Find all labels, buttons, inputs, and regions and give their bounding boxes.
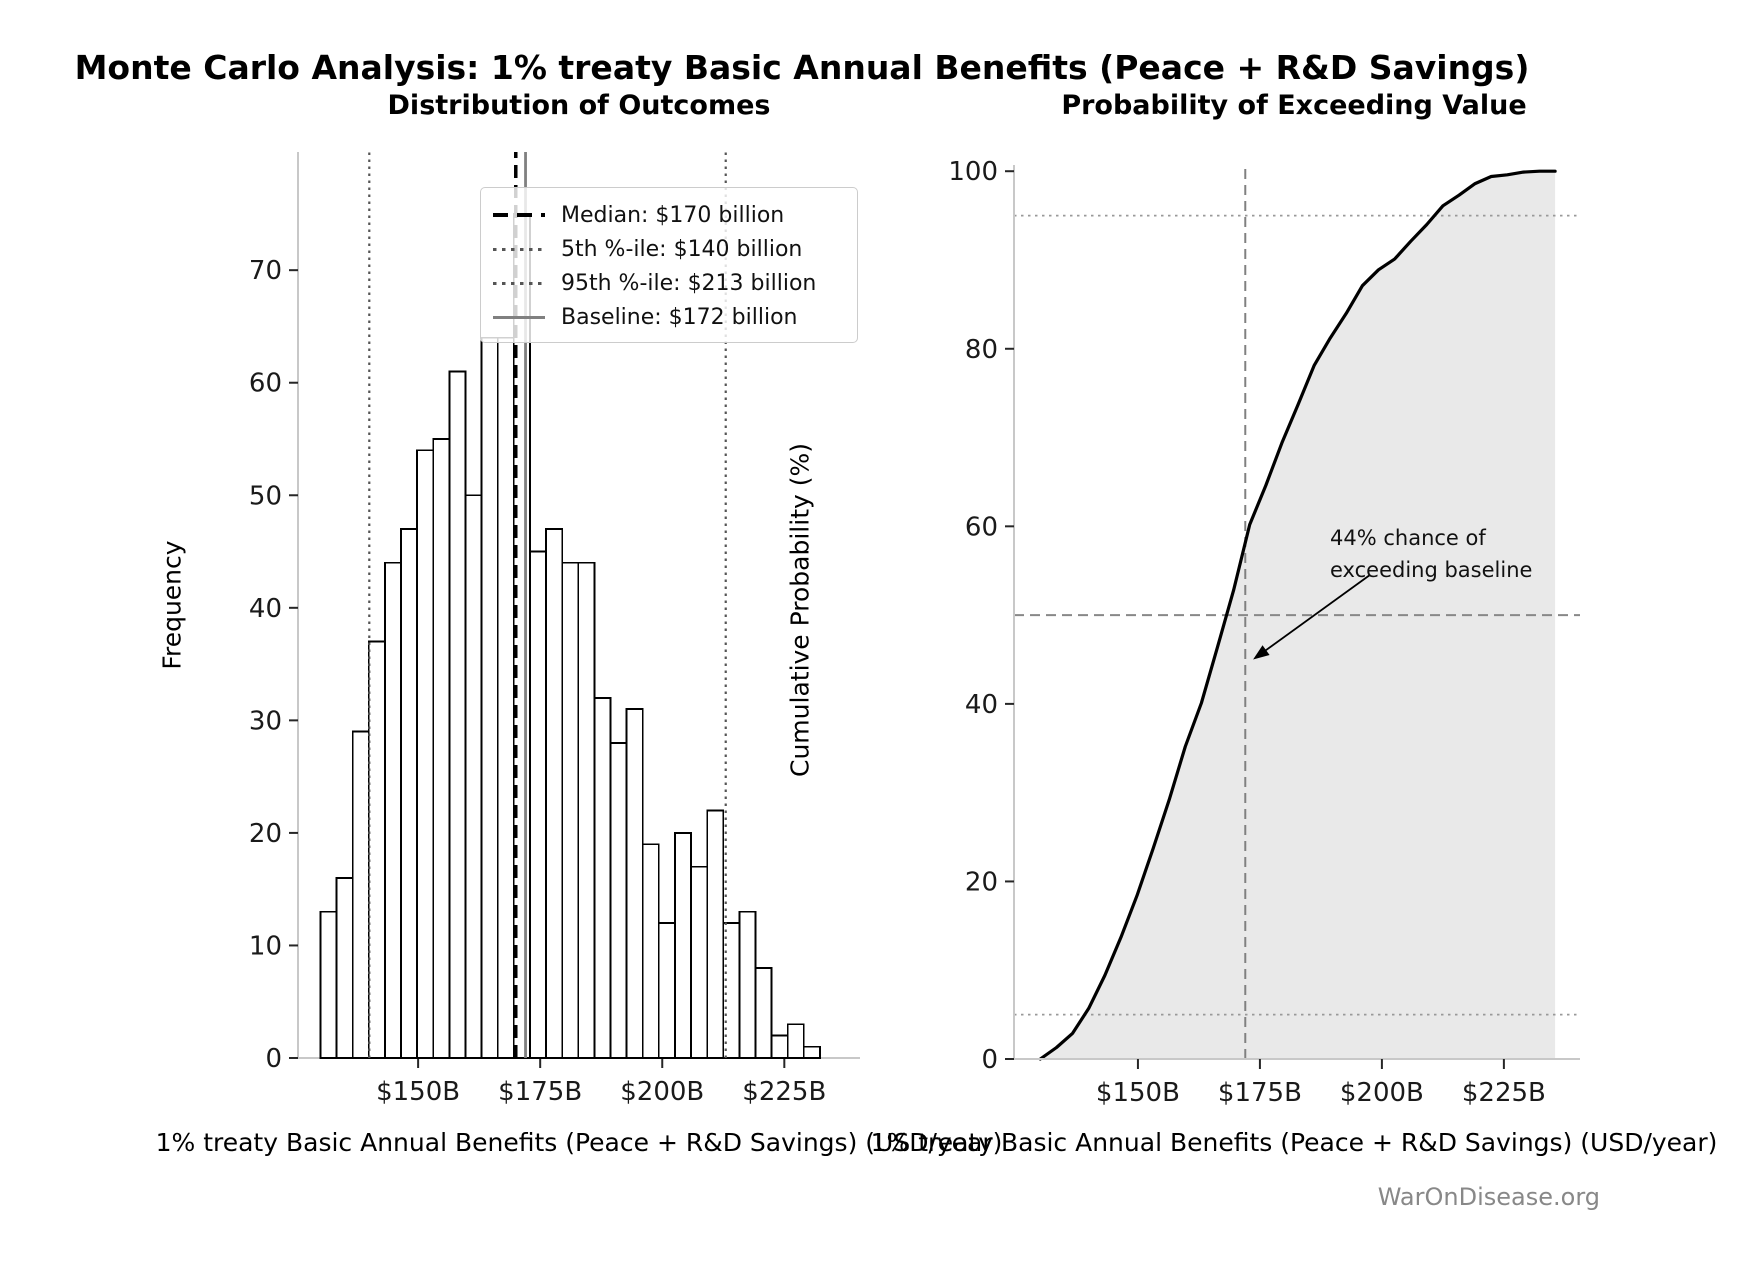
annotation-line-1: 44% chance of xyxy=(1330,526,1486,550)
svg-text:$150B: $150B xyxy=(376,1077,460,1107)
svg-text:$225B: $225B xyxy=(742,1077,826,1107)
svg-text:40: 40 xyxy=(249,594,282,624)
histogram-title: Distribution of Outcomes xyxy=(387,90,771,121)
svg-text:0: 0 xyxy=(265,1044,282,1074)
svg-text:50: 50 xyxy=(249,481,282,511)
cdf-annotation: 44% chance of exceeding baseline xyxy=(1330,522,1532,586)
svg-text:60: 60 xyxy=(249,369,282,399)
legend-item-label: 95th %-ile: $213 billion xyxy=(561,270,817,296)
cdf-ylabel: Cumulative Probability (%) xyxy=(785,443,815,777)
legend-item-5th-percentile: 5th %-ile: $140 billion xyxy=(493,232,845,266)
svg-text:$175B: $175B xyxy=(1218,1078,1302,1108)
legend-item-label: Baseline: $172 billion xyxy=(561,304,798,330)
median-dashed-line-sample xyxy=(493,213,545,217)
cdf-title: Probability of Exceeding Value xyxy=(1061,90,1527,121)
svg-text:30: 30 xyxy=(249,706,282,736)
svg-text:0: 0 xyxy=(981,1045,998,1075)
svg-text:100: 100 xyxy=(948,157,998,187)
figure-title: Monte Carlo Analysis: 1% treaty Basic An… xyxy=(74,48,1530,87)
legend-item-median: Median: $170 billion xyxy=(493,198,845,232)
percentile95-dotted-line-sample xyxy=(493,281,545,285)
svg-text:10: 10 xyxy=(249,931,282,961)
svg-text:80: 80 xyxy=(965,335,998,365)
svg-text:70: 70 xyxy=(249,256,282,286)
svg-text:20: 20 xyxy=(249,819,282,849)
baseline-solid-line-sample xyxy=(493,315,545,319)
legend-item-baseline: Baseline: $172 billion xyxy=(493,300,845,334)
annotation-line-2: exceeding baseline xyxy=(1330,558,1533,582)
legend-item-label: Median: $170 billion xyxy=(561,202,785,228)
watermark: WarOnDisease.org xyxy=(1377,1183,1600,1211)
svg-text:20: 20 xyxy=(965,867,998,897)
svg-text:$225B: $225B xyxy=(1462,1078,1546,1108)
legend-item-95th-percentile: 95th %-ile: $213 billion xyxy=(493,266,845,300)
histogram-ylabel: Frequency xyxy=(157,540,187,670)
svg-text:60: 60 xyxy=(965,512,998,542)
svg-text:$175B: $175B xyxy=(498,1077,582,1107)
legend: Median: $170 billion 5th %-ile: $140 bil… xyxy=(480,187,858,343)
svg-text:$200B: $200B xyxy=(620,1077,704,1107)
legend-item-label: 5th %-ile: $140 billion xyxy=(561,236,803,262)
svg-text:$150B: $150B xyxy=(1096,1078,1180,1108)
cdf-xlabel: 1% treaty Basic Annual Benefits (Peace +… xyxy=(870,1128,1718,1157)
percentile5-dotted-line-sample xyxy=(493,247,545,251)
histogram-xlabel: 1% treaty Basic Annual Benefits (Peace +… xyxy=(155,1128,1003,1157)
svg-text:40: 40 xyxy=(965,690,998,720)
svg-text:$200B: $200B xyxy=(1340,1078,1424,1108)
